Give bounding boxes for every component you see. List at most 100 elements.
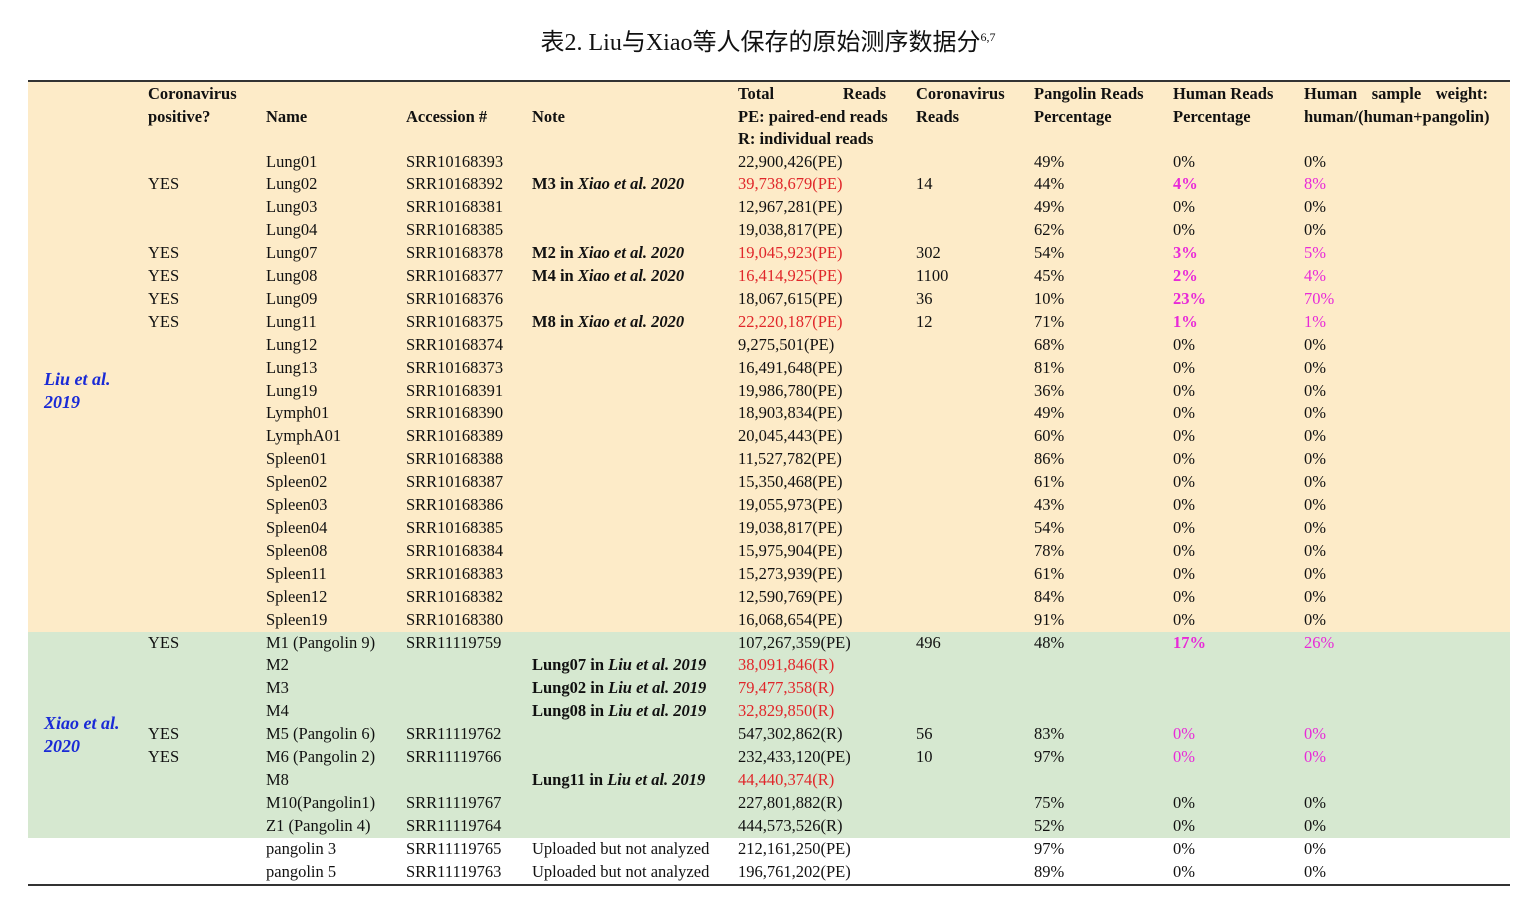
table-row: Lung12 SRR10168374 9,275,501(PE) 68% 0% 0%: [28, 333, 1510, 357]
cell-human-sample-weight: 0%: [1304, 494, 1510, 517]
cell-coronavirus-reads: 496: [916, 631, 1034, 655]
cell-coronavirus-reads: 10: [916, 746, 1034, 769]
table-row: M2 Lung07 in Liu et al. 2019 38,091,846(R): [28, 654, 1510, 678]
cell-coronavirus-reads: [916, 471, 1034, 495]
cell-human-percentage: 0%: [1173, 356, 1304, 380]
cell-human-sample-weight: 0%: [1304, 746, 1510, 769]
cell-coronavirus-positive: [148, 494, 266, 517]
cell-name: M6 (Pangolin 2): [266, 746, 406, 769]
cell-coronavirus-positive: [148, 860, 266, 885]
cell-name: Lung19: [266, 379, 406, 403]
cell-note: M8 in Xiao et al. 2020: [532, 310, 738, 334]
cell-note: [532, 402, 738, 426]
cell-total-reads: 12,590,769(PE): [738, 585, 916, 609]
cell-note: [532, 608, 738, 632]
cell-pangolin-percentage: [1034, 700, 1173, 724]
cell-accession: SRR10168386: [406, 494, 532, 517]
cell-accession: SRR10168387: [406, 471, 532, 495]
cell-pangolin-percentage: 54%: [1034, 517, 1173, 540]
cell-coronavirus-reads: [916, 333, 1034, 357]
cell-coronavirus-positive: YES: [148, 242, 266, 266]
cell-human-sample-weight: 0%: [1304, 517, 1510, 540]
cell-name: Lung13: [266, 356, 406, 380]
cell-human-sample-weight: 0%: [1304, 379, 1510, 403]
cell-name: Spleen02: [266, 471, 406, 495]
cell-human-sample-weight: 0%: [1304, 562, 1510, 586]
table-row: Spleen19 SRR10168380 16,068,654(PE) 91% 0% 0%: [28, 608, 1510, 632]
cell-coronavirus-reads: [916, 608, 1034, 632]
cell-coronavirus-positive: YES: [148, 173, 266, 197]
table-row: LymphA01 SRR10168389 20,045,443(PE) 60% 0% 0%: [28, 425, 1510, 449]
cell-human-percentage: 0%: [1173, 448, 1304, 472]
table-row: M3 Lung02 in Liu et al. 2019 79,477,358(R): [28, 677, 1510, 701]
cell-human-sample-weight: [1304, 654, 1510, 678]
cell-note: [532, 356, 738, 380]
cell-coronavirus-positive: YES: [148, 265, 266, 288]
note-reference: Xiao et al. 2020: [577, 266, 685, 286]
table-row: Spleen03 SRR10168386 19,055,973(PE) 43% 0% 0%: [28, 494, 1510, 517]
cell-total-reads: 212,161,250(PE): [738, 837, 916, 861]
cell-coronavirus-positive: [148, 333, 266, 357]
cell-total-reads: 232,433,120(PE): [738, 746, 916, 769]
table-row: Lung03 SRR10168381 12,967,281(PE) 49% 0% 0%: [28, 196, 1510, 220]
cell-pangolin-percentage: 45%: [1034, 265, 1173, 288]
cell-total-reads: 16,414,925(PE): [738, 265, 916, 288]
cell-total-reads: 444,573,526(R): [738, 814, 916, 838]
cell-pangolin-percentage: 61%: [1034, 562, 1173, 586]
cell-name: Spleen03: [266, 494, 406, 517]
cell-name: Spleen01: [266, 448, 406, 472]
cell-name: Spleen11: [266, 562, 406, 586]
cell-human-sample-weight: 0%: [1304, 448, 1510, 472]
cell-human-percentage: [1173, 654, 1304, 678]
cell-coronavirus-reads: [916, 448, 1034, 472]
header-coronavirus-positive: Coronavirus positive?: [148, 81, 266, 151]
cell-accession: SRR11119767: [406, 791, 532, 815]
cell-note: Uploaded but not analyzed: [532, 837, 738, 861]
cell-note: [532, 814, 738, 838]
note-reference: Liu et al. 2019: [608, 701, 707, 721]
cell-human-sample-weight: 0%: [1304, 608, 1510, 632]
cell-human-percentage: [1173, 677, 1304, 701]
cell-accession: SRR10168390: [406, 402, 532, 426]
cell-human-percentage: 0%: [1173, 333, 1304, 357]
cell-pangolin-percentage: 91%: [1034, 608, 1173, 632]
cell-total-reads: 18,903,834(PE): [738, 402, 916, 426]
cell-human-percentage: 0%: [1173, 814, 1304, 838]
note-text: M8 in: [532, 311, 578, 331]
cell-human-sample-weight: 0%: [1304, 814, 1510, 838]
note-text: Uploaded but not analyzed: [532, 861, 710, 881]
cell-note: [532, 196, 738, 220]
cell-accession: SRR11119764: [406, 814, 532, 838]
cell-total-reads: 20,045,443(PE): [738, 425, 916, 449]
cell-coronavirus-reads: [916, 768, 1034, 792]
cell-human-percentage: [1173, 700, 1304, 724]
cell-coronavirus-positive: YES: [148, 287, 266, 311]
header-coronavirus-reads: Coronavirus Reads: [916, 81, 1034, 151]
cell-accession: SRR10168375: [406, 310, 532, 334]
cell-name: M3: [266, 677, 406, 701]
cell-coronavirus-positive: [148, 219, 266, 243]
cell-pangolin-percentage: 61%: [1034, 471, 1173, 495]
cell-accession: SRR10168380: [406, 608, 532, 632]
cell-coronavirus-reads: [916, 356, 1034, 380]
cell-total-reads: 15,975,904(PE): [738, 539, 916, 563]
cell-accession: SRR11119763: [406, 860, 532, 885]
table-row: Spleen08 SRR10168384 15,975,904(PE) 78% 0% 0%: [28, 539, 1510, 563]
cell-human-percentage: 1%: [1173, 310, 1304, 334]
cell-name: M8: [266, 768, 406, 792]
cell-human-percentage: 0%: [1173, 494, 1304, 517]
cell-human-percentage: 17%: [1173, 631, 1304, 655]
cell-human-sample-weight: 0%: [1304, 837, 1510, 861]
cell-name: pangolin 5: [266, 860, 406, 885]
cell-note: Lung02 in Liu et al. 2019: [532, 677, 738, 701]
note-reference: Xiao et al. 2020: [577, 174, 685, 194]
header-name: Name: [266, 81, 406, 151]
cell-human-sample-weight: [1304, 677, 1510, 701]
cell-coronavirus-positive: [148, 700, 266, 724]
cell-name: Lung09: [266, 287, 406, 311]
cell-name: LymphA01: [266, 425, 406, 449]
cell-total-reads: 38,091,846(R): [738, 654, 916, 678]
cell-note: [532, 539, 738, 563]
cell-name: M10(Pangolin1): [266, 791, 406, 815]
cell-human-sample-weight: [1304, 700, 1510, 724]
